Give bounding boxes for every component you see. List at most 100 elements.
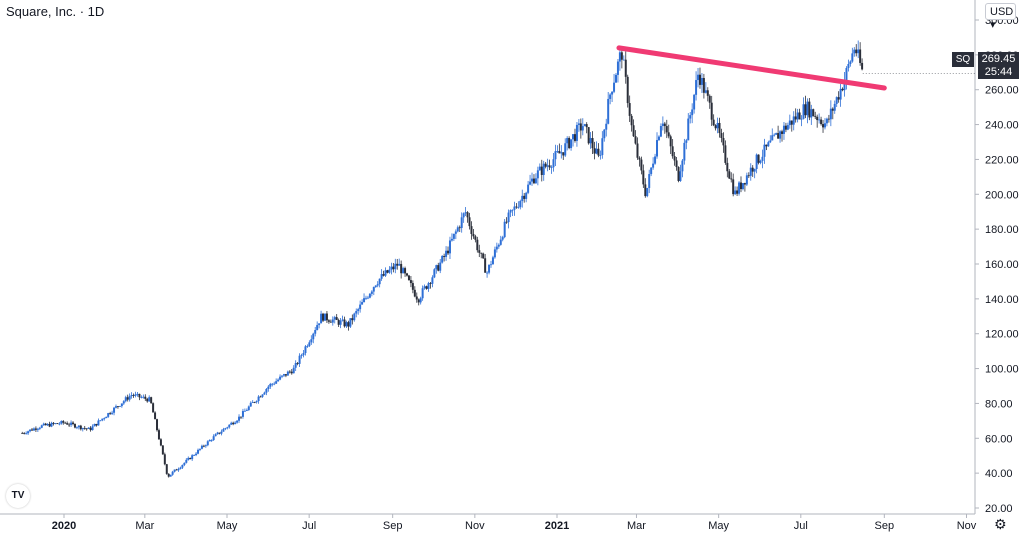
candle-body: [570, 139, 573, 149]
y-tick-label: 60.00: [985, 433, 1013, 445]
candle-body: [263, 392, 266, 395]
candle-body: [351, 318, 354, 321]
candle-body: [222, 429, 225, 432]
candle-body: [741, 183, 744, 190]
candle-body: [515, 206, 518, 208]
candle-body: [60, 421, 63, 424]
candle-body: [454, 231, 457, 234]
x-tick-label: Mar: [627, 520, 646, 532]
candle-body: [183, 462, 186, 465]
x-tick-label: Nov: [957, 520, 977, 532]
candle-body: [191, 455, 194, 460]
y-tick-label: 40.00: [985, 468, 1013, 480]
candle-body: [640, 159, 643, 171]
candle-body: [355, 311, 358, 314]
candle-body: [755, 154, 758, 170]
candle-body: [275, 381, 278, 384]
candle-body: [710, 102, 713, 120]
candle-body: [175, 469, 178, 471]
candle-body: [525, 192, 528, 199]
y-tick-label: 20.00: [985, 503, 1013, 515]
candle-body: [700, 78, 703, 85]
candle-body: [572, 134, 575, 140]
candle-body: [605, 123, 608, 130]
candle-body: [68, 424, 71, 426]
candle-body: [581, 126, 584, 131]
candle-body: [83, 427, 86, 429]
candle-body: [54, 423, 57, 425]
candle-body: [474, 236, 477, 240]
candle-body: [310, 339, 313, 343]
candle-body: [167, 473, 170, 477]
candle-body: [269, 383, 272, 387]
candle-body: [591, 138, 594, 149]
candle-body: [814, 116, 817, 117]
candle-body: [62, 421, 65, 423]
candle-body: [101, 418, 104, 421]
candle-body: [292, 367, 295, 374]
candle-body: [597, 148, 600, 156]
candle-body: [698, 74, 701, 85]
candle-body: [706, 90, 709, 96]
candle-body: [613, 82, 616, 92]
candle-body: [659, 126, 662, 137]
y-tick-label: 80.00: [985, 398, 1013, 410]
candle-body: [636, 143, 639, 158]
candle-body: [220, 431, 223, 434]
candle-body: [73, 424, 76, 428]
candle-body: [349, 318, 352, 327]
candle-body: [165, 464, 168, 474]
candle-body: [122, 401, 125, 404]
candle-body: [476, 239, 479, 251]
last-price: 269.45: [981, 53, 1016, 65]
candle-body: [320, 313, 323, 324]
candle-body: [52, 422, 55, 424]
candle-body: [91, 426, 94, 431]
candle-body: [294, 363, 297, 368]
candle-body: [361, 302, 364, 305]
candle-body: [21, 433, 24, 434]
tradingview-logo[interactable]: TV: [6, 484, 30, 508]
candle-body: [722, 137, 725, 146]
candle-body: [685, 140, 688, 143]
candle-body: [468, 217, 471, 227]
candle-body: [296, 363, 299, 364]
y-tick-label: 220.00: [985, 154, 1019, 166]
candle-body: [300, 355, 303, 356]
candle-body: [66, 423, 69, 425]
candle-body: [130, 395, 133, 397]
candle-body: [654, 156, 657, 164]
candle-body: [765, 144, 768, 147]
candle-body: [523, 195, 526, 199]
candle-body: [265, 388, 268, 393]
candle-body: [286, 371, 289, 376]
candle-body: [140, 397, 143, 399]
candle-body: [441, 256, 444, 263]
candle-body: [259, 396, 262, 398]
candle-body: [443, 256, 446, 257]
candle-body: [732, 179, 735, 195]
candle-body: [179, 467, 182, 469]
candle-body: [728, 171, 731, 179]
candle-body: [493, 249, 496, 258]
gear-icon[interactable]: ⚙: [994, 516, 1007, 532]
candle-body: [747, 175, 750, 177]
candle-body: [105, 416, 108, 419]
candle-body: [661, 123, 664, 127]
candle-body: [763, 144, 766, 157]
currency-selector[interactable]: USD ▾: [985, 3, 1016, 31]
candle-body: [818, 119, 821, 121]
candle-body: [448, 240, 451, 254]
candle-body: [323, 313, 326, 321]
candle-body: [232, 422, 235, 425]
candle-body: [675, 160, 678, 168]
candle-body: [109, 413, 112, 414]
candle-body: [782, 125, 785, 134]
candle-body: [464, 212, 467, 214]
candle-body: [739, 182, 742, 190]
candle-body: [736, 190, 739, 194]
candle-body: [767, 142, 770, 147]
candle-body: [497, 244, 500, 247]
candle-body: [812, 109, 815, 117]
